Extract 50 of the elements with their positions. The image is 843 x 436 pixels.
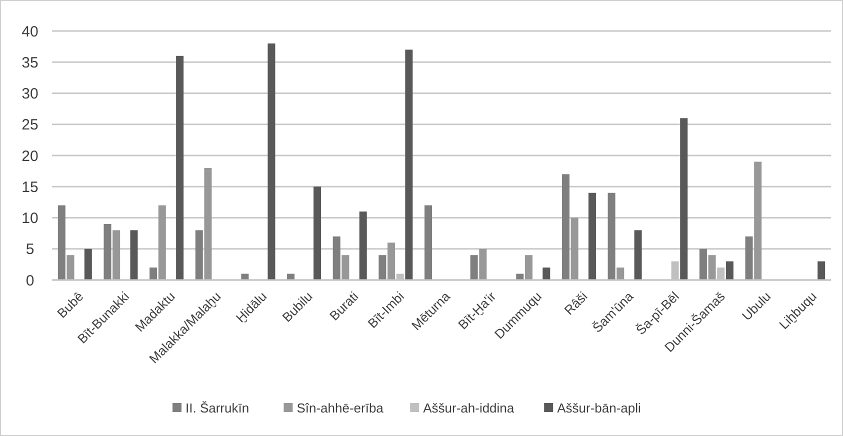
legend-label: Aššur-ah-iddina [423, 400, 515, 416]
bar [524, 255, 532, 280]
bar [268, 43, 276, 280]
bar [424, 205, 432, 280]
legend-label: II. Šarrukīn [186, 400, 250, 416]
bar [84, 248, 92, 280]
bar [634, 230, 642, 280]
bar [570, 218, 578, 280]
bar [204, 168, 212, 280]
bar [470, 255, 478, 280]
y-tick-label: 40 [22, 23, 38, 40]
bar [158, 205, 166, 280]
bar [314, 186, 322, 280]
bar [388, 242, 396, 280]
bar [342, 255, 350, 280]
bar [608, 192, 616, 280]
bar [104, 224, 112, 280]
bar [359, 212, 367, 280]
bar [58, 205, 66, 280]
bar [176, 56, 184, 280]
bar [66, 255, 74, 280]
bar [112, 230, 120, 280]
bar [588, 192, 596, 280]
bar [708, 255, 716, 280]
bar [130, 230, 138, 280]
bar [542, 268, 550, 280]
legend-label: Aššur-bān-apli [557, 400, 642, 416]
bar [699, 248, 707, 280]
bar [479, 248, 487, 280]
bar [616, 268, 624, 280]
y-tick-label: 15 [22, 178, 38, 196]
bar [405, 50, 413, 280]
y-tick-label: 0 [26, 272, 34, 290]
y-tick-label: 20 [22, 148, 38, 165]
bar [195, 230, 203, 280]
bar [818, 261, 826, 280]
bar [726, 261, 734, 280]
bar [680, 118, 688, 280]
y-tick-label: 10 [22, 210, 38, 227]
y-tick-label: 30 [22, 86, 38, 102]
bar [754, 162, 762, 280]
legend-label: Sîn-ahhē-erība [296, 400, 384, 416]
y-tick-label: 25 [22, 116, 38, 134]
bar [745, 236, 753, 280]
y-tick-label: 35 [22, 54, 38, 72]
bar [332, 236, 340, 280]
y-tick-label: 5 [26, 241, 34, 258]
bar [378, 255, 386, 280]
bar [150, 268, 158, 280]
bar [562, 174, 570, 280]
